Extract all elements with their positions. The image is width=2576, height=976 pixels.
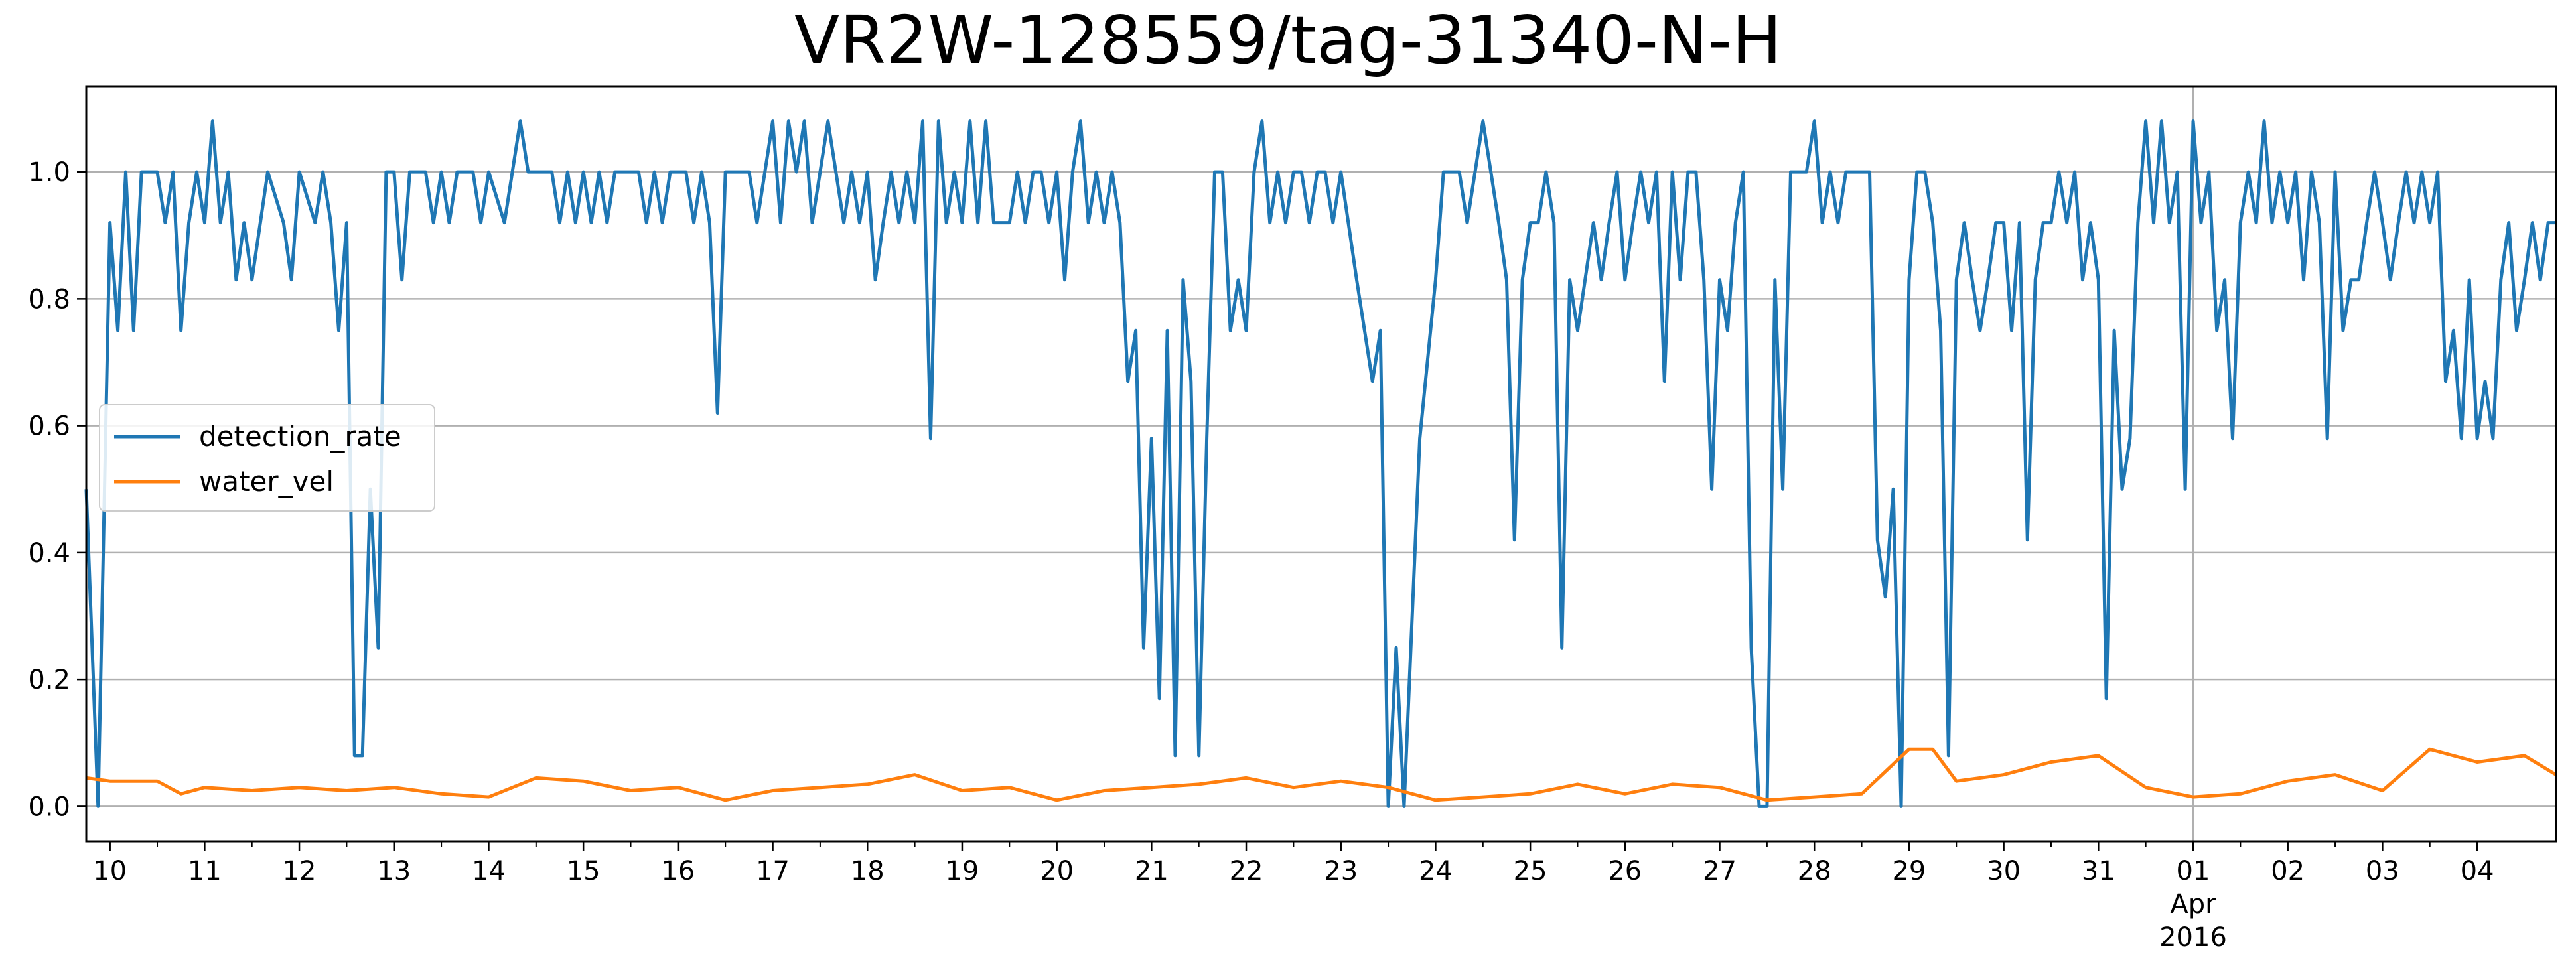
- x-tick-label: 04: [2461, 856, 2494, 886]
- series-line-water-vel: [86, 747, 2557, 802]
- x-tick-label: 10: [93, 856, 127, 886]
- chart-title: VR2W-128559/tag-31340-N-H: [794, 1, 1782, 79]
- x-tick-label: 31: [2082, 856, 2115, 886]
- x-tick-label: 21: [1135, 856, 1169, 886]
- legend-label: water_vel: [199, 465, 334, 498]
- x-tick-label: 30: [1987, 856, 2021, 886]
- x-tick-label: 13: [377, 856, 411, 886]
- series-line-detection-rate: [84, 119, 2556, 808]
- x-tick-label: 01: [2177, 856, 2210, 886]
- legend-box: [99, 404, 435, 512]
- legend-label: detection_rate: [199, 420, 401, 453]
- x-tick-sublabel: Apr: [2170, 889, 2216, 920]
- x-axis: 10 11 12 13 14 15 16 17 18 19 20 21 22 23 24 25 26 27 28 29…: [93, 841, 2494, 953]
- x-tick-label: 14: [472, 856, 506, 886]
- y-axis: 0.0 0.2 0.4 0.6 0.8 1.0: [28, 157, 86, 822]
- x-tick-label: 22: [1230, 856, 1263, 886]
- plot-frame: [85, 85, 2557, 843]
- x-tick-label: 24: [1419, 856, 1453, 886]
- x-tick-label: 27: [1703, 856, 1737, 886]
- x-tick-label: 02: [2271, 856, 2305, 886]
- x-tick-label: 11: [188, 856, 222, 886]
- y-tick-label: 1.0: [28, 157, 70, 188]
- y-tick-label: 0.0: [28, 792, 70, 822]
- x-tick-label: 23: [1324, 856, 1358, 886]
- x-tick-label: 16: [661, 856, 695, 886]
- x-tick-label: 26: [1608, 856, 1642, 886]
- x-tick-label: 20: [1040, 856, 1074, 886]
- x-tick-label: 03: [2366, 856, 2399, 886]
- legend: detection_rate water_vel: [99, 404, 435, 512]
- x-tick-label: 18: [851, 856, 885, 886]
- y-tick-label: 0.2: [28, 665, 70, 695]
- x-tick-sublabel: 2016: [2159, 922, 2227, 953]
- x-tick-label: 17: [756, 856, 790, 886]
- x-tick-label: 25: [1514, 856, 1547, 886]
- y-tick-label: 0.8: [28, 284, 70, 314]
- x-tick-label: 29: [1892, 856, 1926, 886]
- series: [84, 119, 2557, 808]
- x-tick-label: 12: [283, 856, 317, 886]
- y-tick-label: 0.4: [28, 538, 70, 569]
- y-tick-label: 0.6: [28, 411, 70, 442]
- x-tick-label: 19: [945, 856, 979, 886]
- x-tick-label: 15: [567, 856, 601, 886]
- x-tick-label: 28: [1798, 856, 1831, 886]
